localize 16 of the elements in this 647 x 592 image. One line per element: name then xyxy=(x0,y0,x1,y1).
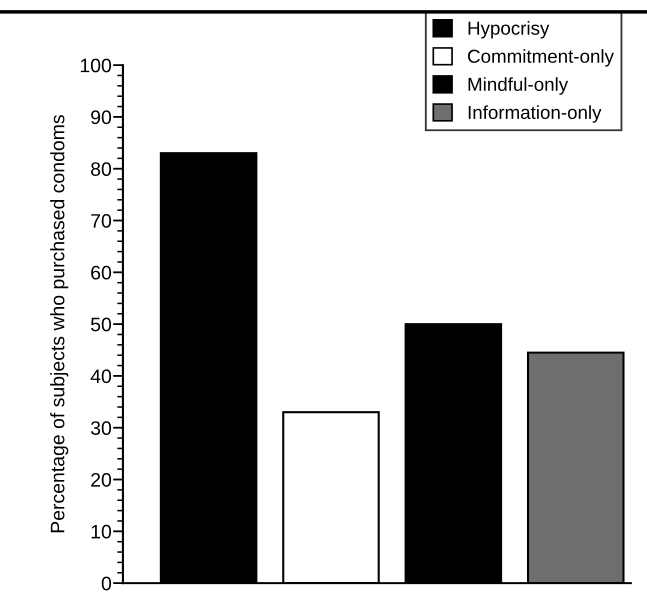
y-tick-label: 60 xyxy=(91,266,112,280)
y-tick-label: 80 xyxy=(91,162,112,176)
y-tick-label: 30 xyxy=(90,421,112,435)
y-tick-label: 20 xyxy=(91,472,112,487)
y-tick-label: 100 xyxy=(80,58,112,72)
y-tick-label: 10 xyxy=(92,524,112,539)
y-tick-label: 40 xyxy=(90,369,112,384)
legend-label: Hypocrisy xyxy=(468,21,550,39)
y-tick-label: 70 xyxy=(91,214,112,228)
legend-label: Commitment-only xyxy=(468,49,614,67)
legend-label: Information-only xyxy=(468,105,602,123)
y-tick-label: 0 xyxy=(102,576,112,590)
y-tick-label: 50 xyxy=(90,318,112,332)
y-tick-label: 90 xyxy=(91,110,112,124)
legend-label: Mindful-only xyxy=(468,77,568,95)
y-axis-title: Percentage of subjects who purchased condoms xyxy=(50,115,68,532)
